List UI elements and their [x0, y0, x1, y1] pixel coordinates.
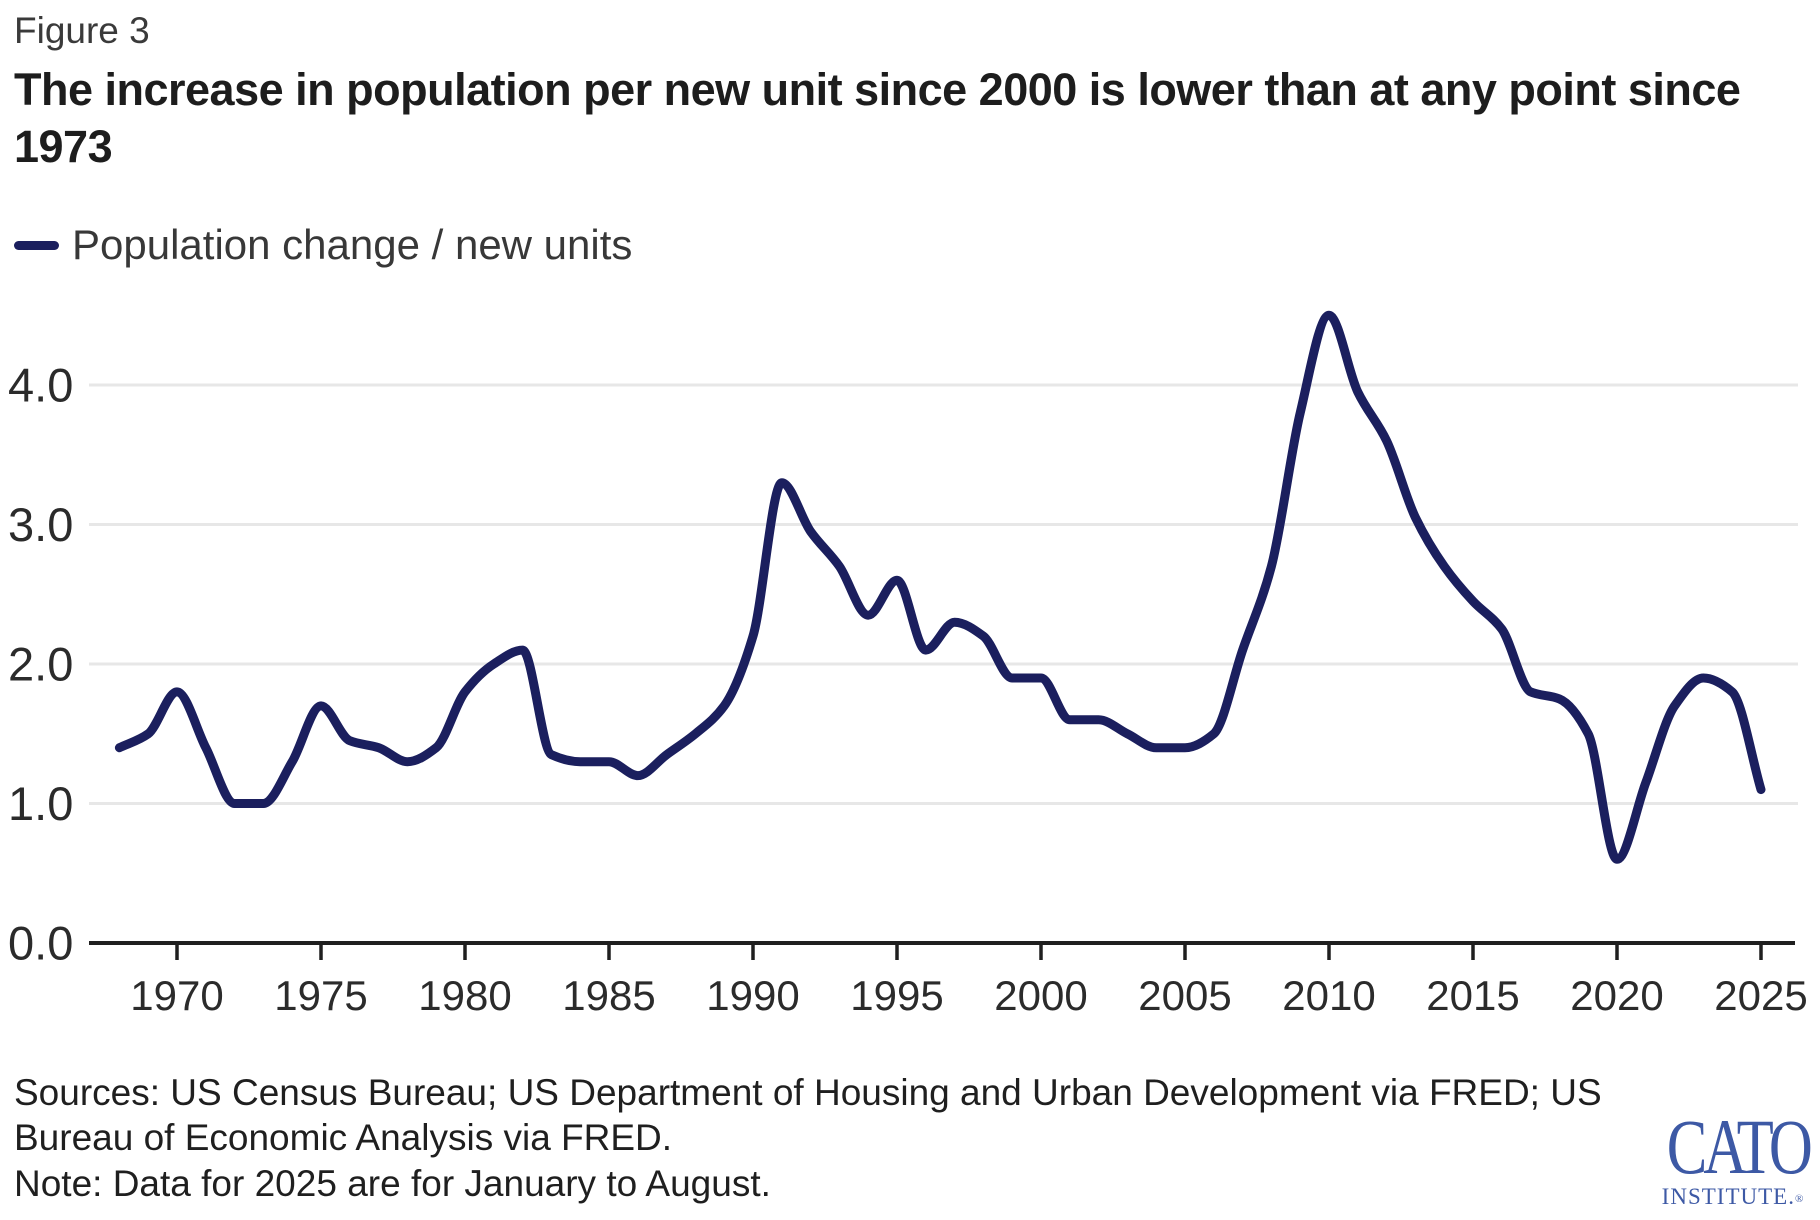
x-tick-label: 2025 — [1714, 972, 1807, 1019]
sources-line-1: Sources: US Census Bureau; US Department… — [14, 1072, 1602, 1113]
y-tick-label: 2.0 — [8, 638, 73, 691]
y-tick-label: 1.0 — [8, 777, 73, 830]
registered-mark: ® — [1794, 1193, 1805, 1205]
x-tick-label: 2005 — [1138, 972, 1231, 1019]
x-tick-label: 1970 — [130, 972, 223, 1019]
y-tick-label: 0.0 — [8, 917, 73, 970]
page-title-line-1: The increase in population per new unit … — [14, 64, 1741, 115]
y-tick-label: 4.0 — [8, 359, 73, 412]
cato-logo-wordmark: CATO — [1666, 1103, 1813, 1190]
page-title: The increase in population per new unit … — [14, 62, 1809, 175]
legend: Population change / new units — [14, 221, 632, 269]
legend-label: Population change / new units — [72, 221, 633, 268]
x-tick-label: 1985 — [562, 972, 655, 1019]
y-gridlines — [89, 383, 1798, 805]
x-tick-label: 2010 — [1282, 972, 1375, 1019]
page-title-line-2: 1973 — [14, 120, 113, 172]
x-tick-label: 1975 — [274, 972, 367, 1019]
x-tick-label: 1990 — [706, 972, 799, 1019]
x-axis-ticks — [175, 943, 1763, 960]
x-tick-label: 1980 — [418, 972, 511, 1019]
cato-logo-subtitle: INSTITUTE.® — [1661, 1184, 1805, 1209]
x-tick-label: 1995 — [850, 972, 943, 1019]
x-tick-label: 2020 — [1570, 972, 1663, 1019]
cato-logo: CATO INSTITUTE.® — [1648, 1103, 1818, 1212]
chart-footer: Sources: US Census Bureau; US Department… — [14, 1070, 1602, 1206]
y-tick-label: 3.0 — [8, 498, 73, 551]
data-note: Note: Data for 2025 are for January to A… — [14, 1163, 771, 1204]
x-axis-labels: 1970 1975 1980 1985 1990 1995 2000 2005 2010 2015… — [130, 972, 1807, 1019]
y-axis-labels: 0.0 1.0 2.0 3.0 4.0 — [8, 359, 73, 970]
legend-line-swatch — [14, 240, 59, 250]
figure-label: Figure 3 — [14, 10, 150, 51]
x-tick-label: 2000 — [994, 972, 1087, 1019]
population-line — [114, 310, 1766, 864]
sources-line-2: Bureau of Economic Analysis via FRED. — [14, 1117, 673, 1158]
x-tick-label: 2015 — [1426, 972, 1519, 1019]
